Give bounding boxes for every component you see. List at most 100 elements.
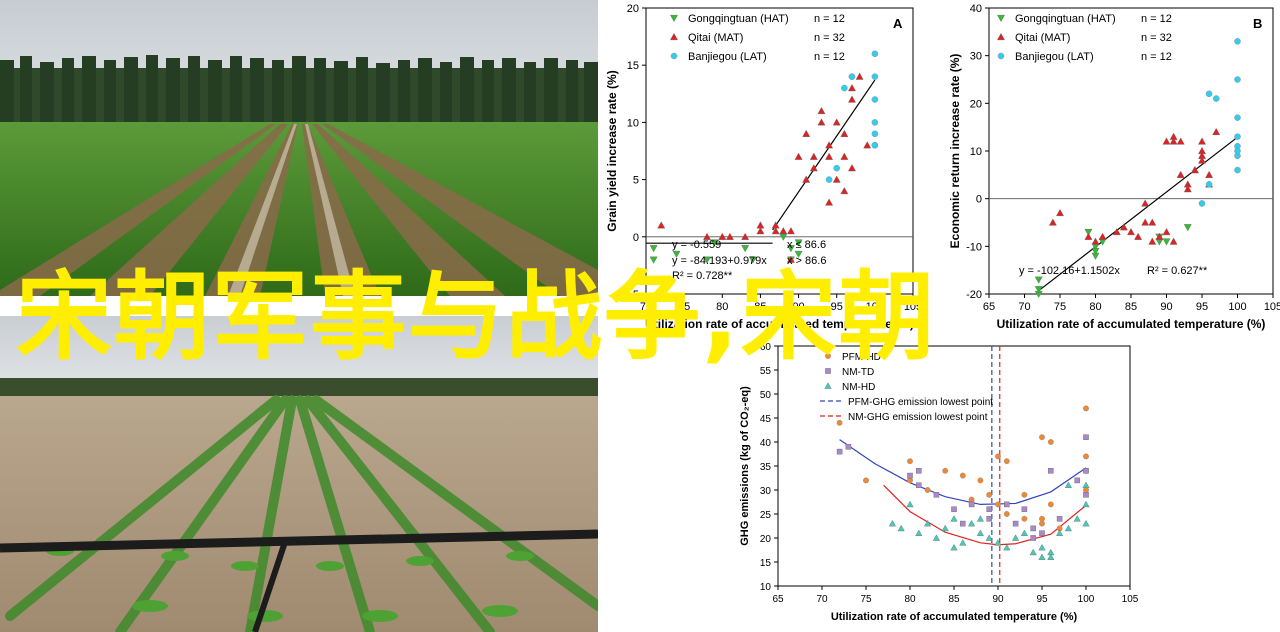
chart-b-point: [1162, 137, 1171, 145]
chart-c-x-tick-label: 105: [1122, 594, 1139, 605]
chart-c-point: [968, 501, 975, 508]
chart-b-x-tick-label: 100: [1228, 301, 1246, 313]
chart-b-point: [1148, 237, 1157, 245]
chart-a-point: [787, 255, 795, 263]
chart-b-point: [1234, 76, 1241, 83]
chart-c-point: [1039, 434, 1045, 441]
chart-b-point: [1183, 224, 1192, 232]
chart-b-legend-marker: [997, 14, 1005, 23]
chart-a-point: [871, 119, 879, 126]
chart-b-legend-marker: [997, 32, 1005, 41]
chart-a-annotation: y = -84.193+0.979x: [672, 255, 767, 267]
chart-a-point: [703, 232, 711, 240]
chart-a-point: [748, 256, 757, 264]
chart-b-y-tick-label: -20: [966, 289, 982, 301]
chart-b-y-axis-label: Economic return increase rate (%): [948, 54, 962, 249]
chart-c-x-tick-label: 100: [1078, 594, 1095, 605]
chart-c-point: [1029, 548, 1037, 556]
chart-c-y-axis-label: GHG emissions (kg of CO₂-eq): [739, 386, 751, 546]
chart-c-point: [1038, 543, 1046, 551]
chart-b-point: [1212, 127, 1221, 136]
chart-b-point: [1162, 228, 1171, 236]
chart-c-point: [1056, 529, 1064, 536]
top-field-photo: [0, 0, 598, 296]
chart-a-point: [809, 152, 818, 160]
chart-b-svg: 65 70 75 80 85 90 95 100 105 -20 -10 0 10 20 30 40 Utili…: [948, 3, 1280, 331]
chart-c-point: [1083, 487, 1089, 493]
chart-b-point: [1155, 232, 1164, 240]
chart-b-point: [1176, 170, 1185, 178]
chart-b-legend-label: Gongqingtuan (HAT): [1015, 13, 1116, 25]
chart-a-point: [703, 256, 711, 264]
chart-c-point: [863, 477, 869, 484]
chart-a-y-tick-label: 5: [633, 175, 639, 187]
chart-a-point: [841, 84, 848, 92]
chart-a-y-tick-label: -5: [629, 289, 639, 301]
chart-c-y-tick-label: 25: [760, 510, 772, 521]
chart-c-point: [845, 444, 852, 450]
chart-a-point: [794, 239, 803, 247]
chart-b-legend-count: n = 12: [1141, 13, 1172, 25]
chart-a-point: [848, 95, 856, 103]
chart-a-legend-count: n = 12: [814, 13, 845, 25]
chart-a-point: [832, 175, 841, 183]
chart-b-point: [1198, 137, 1206, 145]
chart-b-x-tick-label: 75: [1054, 301, 1066, 313]
chart-a-x-tick-label: 70: [640, 301, 652, 313]
chart-c-y-tick-label: 55: [760, 366, 772, 377]
chart-a-y-axis-label: Grain yield increase rate (%): [605, 70, 619, 231]
chart-b-annotation: R² = 0.627**: [1147, 265, 1208, 277]
chart-a-point: [825, 141, 834, 149]
chart-a-point: [649, 245, 658, 253]
chart-a-x-tick-label: 80: [716, 301, 728, 313]
chart-a-point: [825, 198, 834, 206]
chart-c-legend-label: NM-GHG emission lowest point: [848, 412, 988, 423]
chart-a-plot-frame: [645, 7, 914, 295]
chart-c-point: [915, 529, 923, 536]
chart-b-point: [1169, 137, 1178, 145]
chart-a-point: [779, 227, 788, 235]
chart-a-point: [840, 152, 849, 160]
chart-a-point: [657, 221, 666, 229]
chart-c-point: [1074, 477, 1080, 484]
chart-c-point: [1083, 453, 1089, 460]
chart-c-legend-label: NM-HD: [842, 382, 875, 393]
chart-c-point: [1030, 525, 1036, 532]
chart-a-point: [871, 130, 879, 138]
chart-c-y-tick-label: 45: [760, 414, 772, 425]
chart-c-point: [976, 529, 984, 536]
chart-a-annotation: y = -0.559: [672, 239, 721, 251]
chart-c-point: [1047, 501, 1054, 508]
chart-b-point: [1198, 200, 1206, 207]
chart-a-point: [871, 142, 879, 149]
chart-c-point: [924, 519, 932, 527]
chart-c-y-tick-label: 15: [760, 558, 772, 569]
chart-a-point: [825, 176, 833, 183]
chart-c-point: [1064, 524, 1072, 532]
chart-b-point: [1127, 228, 1135, 236]
chart-a-legend-label: Banjiegou (LAT): [688, 51, 767, 63]
chart-c-point: [836, 419, 843, 426]
chart-c-point: [1083, 405, 1089, 412]
chart-a-x-tick-label: 85: [754, 301, 766, 313]
chart-c-point: [968, 519, 976, 527]
chart-c-x-tick-label: 85: [948, 594, 960, 605]
chart-a-point: [809, 164, 818, 172]
chart-c-x-tick-label: 75: [860, 594, 872, 605]
chart-a-annotation: x ≤ 86.6: [787, 239, 826, 251]
chart-a-point: [710, 239, 719, 247]
chart-c-point: [1038, 553, 1046, 560]
chart-b-point: [1084, 228, 1093, 237]
chart-a-point: [840, 129, 849, 137]
chart-c-point: [1012, 520, 1019, 527]
chart-a-y-tick-label: 10: [627, 117, 639, 129]
chart-b-point: [1234, 114, 1241, 121]
chart-c-point: [968, 496, 975, 503]
chart-c-point: [906, 500, 914, 508]
chart-a-annotation: x > 86.6: [787, 255, 826, 267]
chart-b-point: [1098, 232, 1107, 240]
chart-a-point: [802, 175, 811, 183]
chart-b-x-tick-label: 65: [983, 301, 995, 313]
chart-a-point: [741, 245, 750, 253]
chart-b-legend-count: n = 32: [1141, 32, 1172, 44]
